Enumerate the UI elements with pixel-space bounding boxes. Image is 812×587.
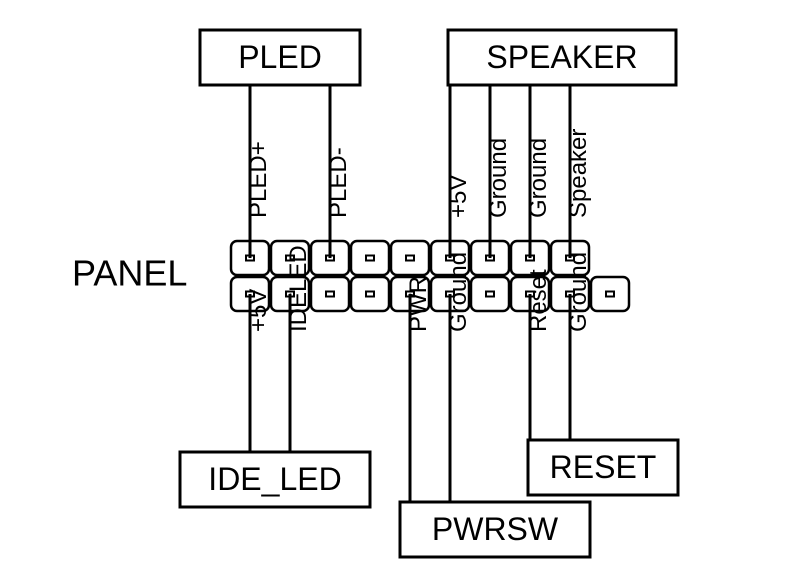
reset-label: RESET (550, 449, 657, 485)
pin-label-bottom-c1: IDELED (285, 245, 312, 332)
pin-cell-r1-c2 (311, 277, 349, 311)
pwrsw-label: PWRSW (432, 511, 559, 547)
ide_led-label: IDE_LED (208, 461, 341, 497)
pin-label-top-c2: PLED- (325, 147, 352, 218)
pin-label-top-c8: Speaker (565, 129, 592, 218)
pin-cell-r1-c3 (351, 277, 389, 311)
pin-dot-r1-c9 (606, 292, 614, 297)
pin-dot-r1-c2 (326, 292, 334, 297)
pin-dot-r0-c3 (366, 256, 374, 261)
panel-title: PANEL (72, 253, 187, 294)
pin-label-top-c7: Ground (525, 138, 552, 218)
pin-label-bottom-c4: PWR (405, 276, 432, 332)
pin-label-top-c6: Ground (485, 138, 512, 218)
pin-cell-r1-c9 (591, 277, 629, 311)
speaker-label: SPEAKER (486, 39, 637, 75)
pin-dot-r1-c6 (486, 292, 494, 297)
pled-label: PLED (238, 39, 322, 75)
pin-cell-r1-c6 (471, 277, 509, 311)
pin-label-top-c5: +5V (445, 175, 472, 218)
front-panel-pinout-diagram: PANEL PLED SPEAKER IDE_LED PWRSW RESET PLED+ PL… (0, 0, 812, 587)
pin-label-bottom-c7: Reset (525, 269, 552, 332)
pin-label-bottom-c0: +5V (245, 289, 272, 332)
pin-label-bottom-c8: Ground (565, 252, 592, 332)
pin-dot-r0-c4 (406, 256, 414, 261)
pin-cell-r0-c4 (391, 241, 429, 275)
pin-label-bottom-c5: Ground (445, 252, 472, 332)
pin-label-top-c0: PLED+ (245, 141, 272, 218)
pin-cell-r0-c3 (351, 241, 389, 275)
pin-dot-r1-c3 (366, 292, 374, 297)
